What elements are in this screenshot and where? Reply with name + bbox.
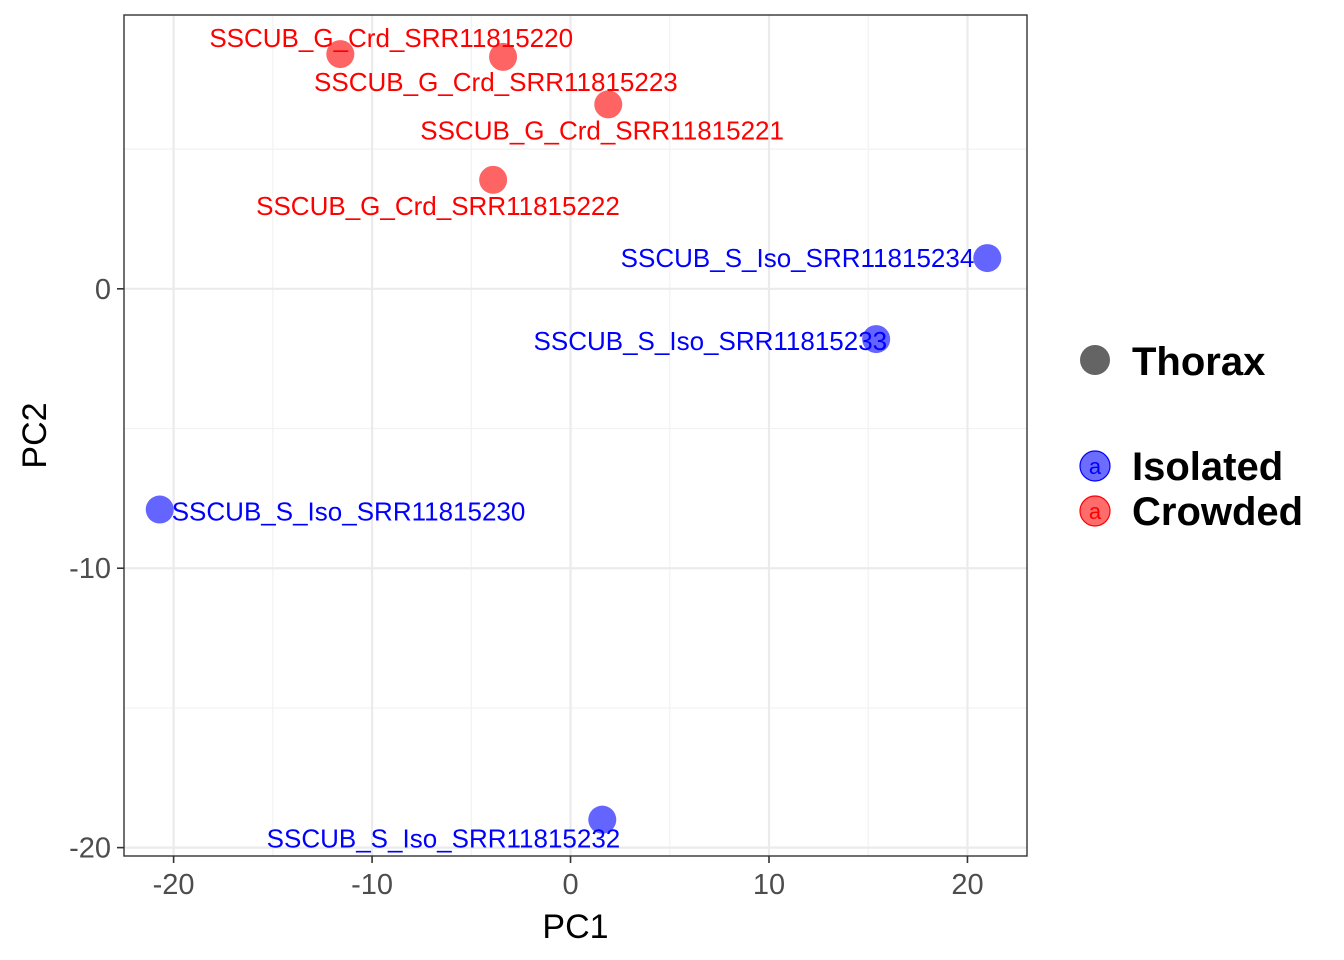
y-axis-title: PC2 [16,402,54,468]
x-tick-label: -20 [153,869,195,901]
data-point-isolated [145,495,174,524]
x-axis-title: PC1 [542,908,608,946]
data-point-crowded [326,40,355,69]
x-tick-label: 10 [753,869,785,901]
legend-key-isolated [1079,450,1111,482]
axis-ticks: -20 -10 0 10 20 0 -10 -20 [69,274,984,901]
point-label: SSCUB_S_Iso_SRR11815232 [267,824,621,854]
data-point-isolated [973,244,1002,273]
x-tick-label: 0 [562,869,578,901]
legend-label-crowded: Crowded [1132,490,1303,534]
point-label: SSCUB_S_Iso_SRR11815230 [172,497,526,527]
point-label: SSCUB_S_Iso_SRR11815233 [534,326,888,356]
point-label: SSCUB_G_Crd_SRR11815221 [420,115,784,145]
point-label: SSCUB_S_Iso_SRR11815234 [621,243,975,273]
point-label: SSCUB_G_Crd_SRR11815220 [209,23,573,53]
panel-border [123,14,1028,857]
data-point-isolated [588,805,617,834]
data-point-crowded [489,42,518,71]
legend-shape-title: Thorax [1132,340,1265,384]
data-point-isolated [862,325,891,354]
legend-label-isolated: Isolated [1132,445,1283,489]
data-point-crowded [479,165,508,194]
grid-major [124,15,1027,856]
x-tick-label: 20 [951,869,983,901]
legend-key-crowded [1079,495,1111,527]
y-tick-label: -10 [69,553,111,585]
point-labels: SSCUB_S_Iso_SRR11815234 SSCUB_S_Iso_SRR11… [172,23,975,854]
y-tick-label: 0 [95,274,111,306]
point-label: SSCUB_G_Crd_SRR11815223 [314,67,678,97]
data-points [145,40,1002,834]
legend-key-glyph: a [1089,454,1102,479]
data-point-crowded [594,90,623,119]
point-label: SSCUB_G_Crd_SRR11815222 [256,191,620,221]
legend-key-glyph: a [1089,499,1102,524]
legend-shape-key [1080,345,1110,375]
grid-minor [124,15,1027,856]
legend: Thorax a Isolated a Crowded [1079,340,1303,534]
x-tick-label: -10 [351,869,393,901]
y-tick-label: -20 [69,833,111,865]
